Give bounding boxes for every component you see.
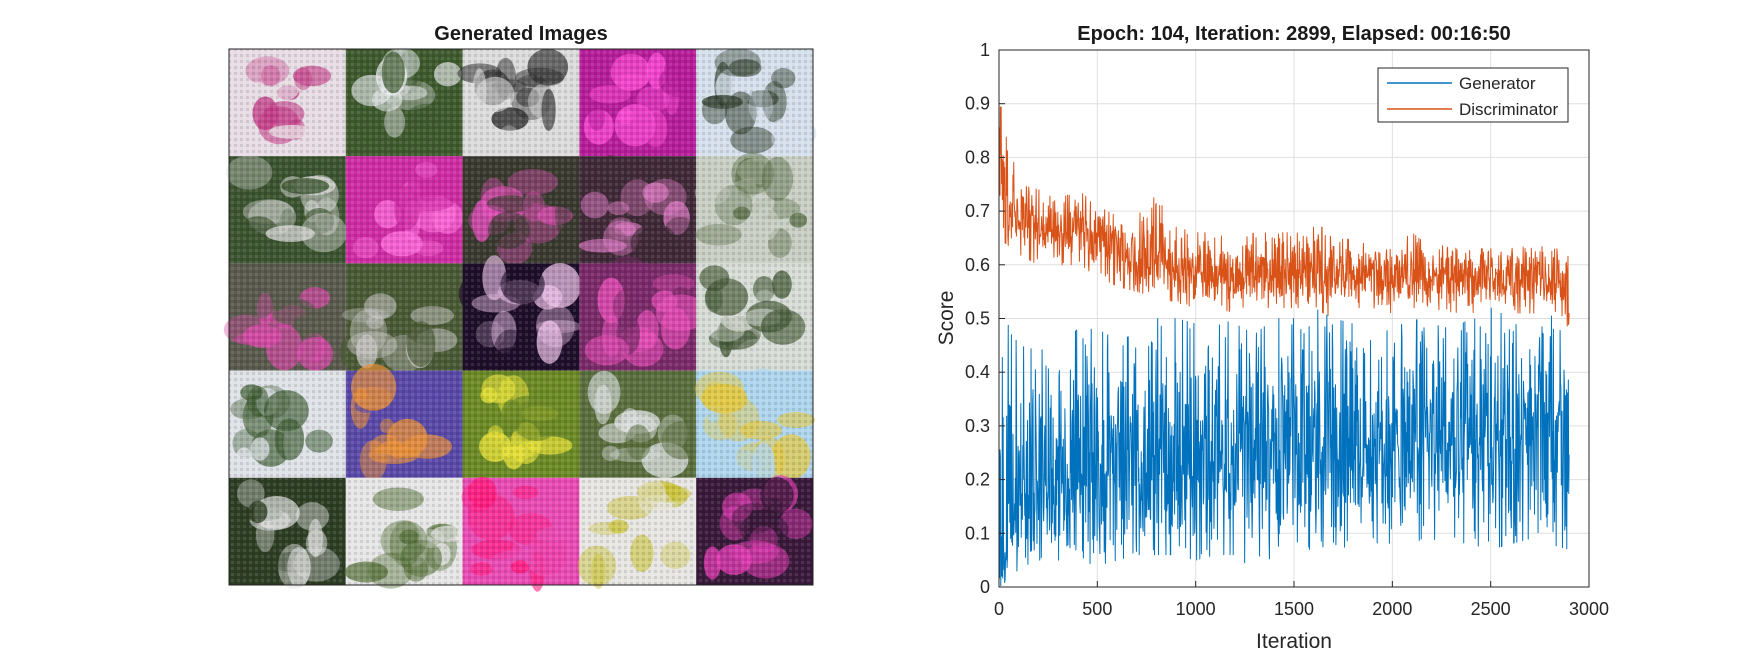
x-tick-label: 2500 (1471, 599, 1511, 619)
generated-image-tile (229, 49, 346, 157)
generated-image-tile (229, 370, 346, 478)
y-tick-label: 0.9 (965, 94, 990, 114)
generated-images-panel: Generated Images (223, 23, 817, 592)
generated-image-tile (696, 48, 817, 161)
y-tick-label: 0.4 (965, 362, 990, 382)
legend-box (1377, 67, 1569, 123)
generated-image-tile (345, 47, 463, 157)
generated-image-tile (223, 263, 346, 371)
generated-image-tile (457, 48, 580, 157)
generated-image-tile (339, 263, 465, 373)
score-plot-panel: Epoch: 104, Iteration: 2899, Elapsed: 00… (935, 23, 1609, 653)
x-tick-label: 2000 (1372, 599, 1412, 619)
images-title: Generated Images (434, 23, 607, 45)
x-tick-label: 0 (994, 599, 1004, 619)
generated-image-tile (694, 152, 813, 264)
y-tick-label: 0.6 (965, 255, 990, 275)
x-tick-label: 3000 (1569, 599, 1609, 619)
y-tick-label: 0.3 (965, 416, 990, 436)
legend-label-generator: Generator (1459, 74, 1536, 93)
y-tick-label: 0.8 (965, 147, 990, 167)
y-tick-label: 0.5 (965, 309, 990, 329)
x-axis-ticks: 0 500 1000 1500 2000 2500 3000 (994, 581, 1609, 619)
generated-image-tile (226, 155, 347, 264)
generated-image-tile (579, 49, 701, 157)
generated-image-tile (344, 477, 466, 589)
y-tick-label: 0.1 (965, 523, 990, 543)
y-axis-label: Score (935, 291, 958, 346)
generated-image-tile (462, 370, 580, 478)
generated-image-tile (579, 370, 703, 478)
y-tick-label: 1 (980, 40, 990, 60)
legend: Generator Discriminator (1377, 67, 1569, 123)
x-tick-label: 1500 (1274, 599, 1314, 619)
generated-image-tile (695, 368, 816, 487)
y-tick-label: 0.7 (965, 201, 990, 221)
generated-image-tile (345, 363, 463, 481)
x-tick-label: 1000 (1176, 599, 1216, 619)
generated-image-tile (458, 255, 582, 372)
generated-image-tile (461, 476, 580, 592)
y-axis-ticks: 0 0.1 0.2 0.3 0.4 0.5 0.6 0.7 0.8 0.9 1 (965, 40, 1005, 597)
generated-image-tile (345, 156, 464, 264)
x-axis-label: Iteration (1256, 630, 1332, 653)
generated-image-tile (462, 156, 580, 265)
generated-image-tile (229, 477, 349, 590)
plot-title: Epoch: 104, Iteration: 2899, Elapsed: 00… (1077, 23, 1511, 45)
y-tick-label: 0 (980, 577, 990, 597)
generated-image-tile (579, 256, 706, 371)
series-line-discriminator (999, 106, 1570, 327)
generated-image-tile (696, 475, 813, 585)
legend-label-discriminator: Discriminator (1459, 100, 1559, 119)
generated-image-tile (577, 477, 697, 589)
image-grid-border (228, 48, 814, 586)
generated-image-tile (696, 263, 813, 371)
image-grid (223, 47, 817, 592)
y-tick-label: 0.2 (965, 470, 990, 490)
x-tick-label: 500 (1082, 599, 1112, 619)
series-line-generator (999, 307, 1570, 587)
generated-image-tile (578, 155, 697, 270)
